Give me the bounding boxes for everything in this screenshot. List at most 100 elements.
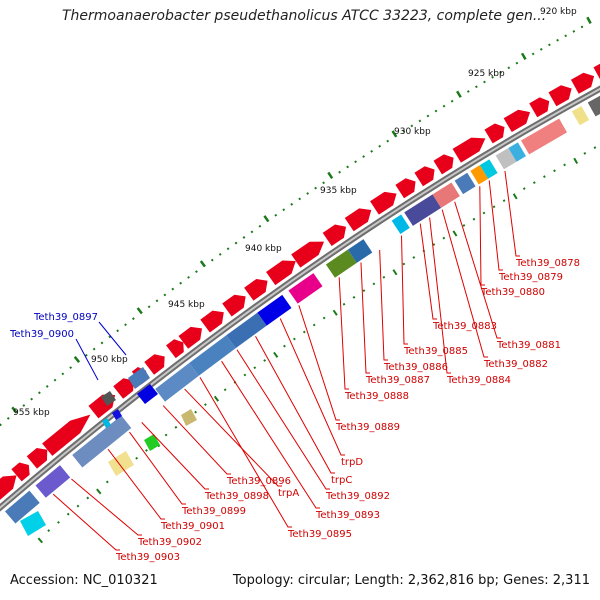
scale-label-920: 920 kbp: [540, 7, 577, 17]
gene-label-teth39-0893: Teth39_0893: [315, 510, 380, 521]
scale-tick: [483, 80, 486, 84]
small-cyan-block: [20, 511, 46, 536]
inner-scale-tick: [472, 217, 476, 221]
inner-scale-tick: [194, 410, 197, 414]
forward-gene-arrow: [548, 85, 572, 107]
cog-band-block: [35, 465, 71, 498]
gene-label-teth39-0886: Teth39_0886: [383, 362, 448, 373]
gene-teth39-0897-arrow: [128, 367, 150, 389]
scale-label-945: 945 kbp: [168, 300, 205, 310]
scale-tick: [410, 124, 414, 128]
gene-label-trpa: trpA: [278, 488, 299, 499]
forward-gene-arrow: [144, 354, 165, 375]
forward-gene-arrow: [11, 462, 30, 482]
scale-tick: [69, 366, 73, 370]
scale-tick: [171, 287, 175, 291]
scale-tick: [556, 38, 559, 42]
leader-line: [71, 478, 142, 536]
scale-tick: [187, 275, 190, 279]
gene-labels[interactable]: Teth39_0878 Teth39_0879 Teth39_0880 Teth…: [9, 258, 580, 563]
scale-tick: [354, 160, 358, 164]
leader-line: [141, 422, 209, 490]
inner-scale-tick: [283, 344, 286, 348]
leader-line: [255, 335, 335, 474]
scale-tick: [124, 323, 127, 327]
inner-scale-tick: [532, 181, 536, 184]
cog-band-block: [5, 490, 40, 524]
inner-scale-tick: [352, 296, 356, 299]
forward-gene-arrow: [266, 260, 296, 286]
scale-tick: [179, 281, 183, 285]
inner-scale-tick: [452, 230, 458, 237]
gene-label-teth39-0884: Teth39_0884: [446, 375, 511, 386]
small-yellow-feature: [108, 451, 134, 476]
forward-gene-arrow: [0, 475, 17, 500]
small-cyan-feature: [102, 418, 111, 428]
inner-scale-tick: [105, 480, 109, 484]
forward-gene-arrow: [200, 310, 224, 333]
reverse-features[interactable]: [20, 367, 197, 536]
cog-band-block: [404, 194, 442, 226]
scale-tick: [30, 397, 34, 401]
inner-scale-tick: [253, 366, 257, 370]
forward-gene-arrow: [42, 414, 91, 456]
inner-scale-tick: [135, 456, 139, 460]
scale-tick: [442, 104, 446, 108]
gene-label-teth39-0883: Teth39_0883: [432, 321, 497, 332]
scale-tick: [155, 299, 159, 303]
forward-gene-arrow: [452, 137, 486, 163]
leader-line: [298, 305, 340, 421]
scale-tick: [475, 85, 478, 89]
cog-band-block: [587, 95, 600, 117]
inner-scale-tick: [263, 359, 267, 362]
gene-label-teth39-0903: Teth39_0903: [115, 552, 180, 563]
scale-tick: [370, 149, 374, 153]
scale-label-925: 925 kbp: [468, 69, 505, 79]
leader-line: [279, 318, 345, 456]
forward-strand-genes[interactable]: [0, 62, 600, 503]
cog-band-block: [521, 118, 568, 155]
small-gray-feature: [101, 391, 116, 406]
leader-line: [236, 349, 330, 490]
leader-line: [454, 201, 501, 339]
inner-scale-tick: [164, 433, 168, 437]
inner-scale-tick: [482, 211, 486, 215]
cog-band-block: [571, 105, 590, 126]
cog-band-block: [347, 239, 373, 263]
gene-label-teth39-0902: Teth39_0902: [137, 537, 202, 548]
scale-label-935: 935 kbp: [320, 186, 357, 196]
inner-scale-tick: [432, 243, 436, 246]
inner-scale-tick: [57, 520, 60, 524]
scale-tick: [391, 130, 398, 138]
forward-gene-arrow: [395, 178, 416, 199]
scale-tick: [108, 335, 112, 339]
inner-scale-tick: [573, 157, 579, 164]
scale-tick: [73, 355, 81, 363]
inner-scale-tick: [392, 269, 398, 276]
scale-tick: [116, 329, 120, 333]
inner-scale-tick: [66, 512, 70, 516]
label-leader-lines: [52, 170, 520, 551]
inner-scale-tick: [292, 337, 296, 341]
forward-gene-arrow: [484, 123, 505, 144]
scale-tick: [22, 404, 26, 407]
inner-scale-tick: [213, 395, 220, 402]
cog-band-block: [470, 165, 489, 185]
gene-label-teth39-0892: Teth39_0892: [325, 491, 390, 502]
leader-line: [504, 170, 520, 257]
scale-tick: [84, 353, 88, 357]
gene-label-teth39-0885: Teth39_0885: [403, 346, 468, 357]
forward-gene-arrow: [570, 72, 595, 94]
scale-tick: [346, 165, 349, 169]
gene-label-teth39-0887: Teth39_0887: [365, 375, 430, 386]
leader-line: [379, 249, 388, 361]
leader-line: [199, 377, 292, 528]
inner-scale-tick: [462, 224, 466, 227]
leader-line: [488, 180, 503, 271]
cog-band-block: [391, 214, 410, 234]
inner-scale-tick: [243, 373, 247, 377]
scale-tick: [136, 307, 143, 315]
leader-line: [52, 493, 120, 551]
forward-gene-arrow: [26, 447, 48, 469]
